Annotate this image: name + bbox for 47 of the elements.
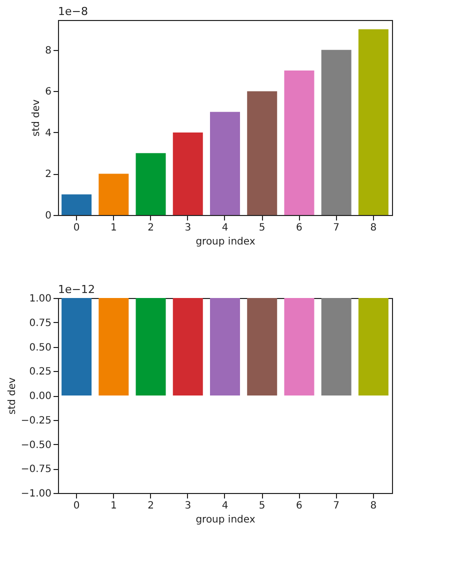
bar: [136, 153, 166, 215]
x-tick-label: 3: [184, 500, 192, 512]
x-tick-label: 2: [148, 222, 154, 234]
y-tick-label: 0.75: [29, 318, 52, 329]
y-tick-label: −0.75: [20, 464, 52, 476]
x-tick-label: 0: [73, 222, 80, 234]
y-tick-label: −0.25: [20, 415, 52, 426]
x-tick-label: 6: [296, 222, 302, 234]
x-tick-label: 1: [110, 500, 117, 512]
y-tick-label: 0.00: [29, 391, 52, 402]
bar: [358, 29, 388, 215]
y-tick-label: 1.00: [29, 294, 52, 304]
y-tick-label: 0.25: [29, 366, 52, 378]
text: 1e−12: [58, 283, 95, 296]
bar: [172, 132, 203, 215]
bar: [247, 91, 278, 215]
x-tick-label: 5: [258, 222, 266, 234]
x-tick-label: 1: [110, 222, 117, 234]
y-tick-label: 8: [45, 45, 52, 56]
x-axis-title: group index: [196, 236, 256, 248]
y-tick-label: −1.00: [20, 488, 52, 500]
x-tick-label: 4: [222, 500, 228, 512]
x-tick-label: 3: [184, 222, 192, 234]
x-axis-title: group index: [196, 514, 256, 526]
x-tick-label: 4: [222, 222, 228, 234]
y-axis-title: std dev: [6, 377, 18, 415]
y-tick-label: −0.50: [20, 440, 52, 451]
bar: [284, 70, 314, 215]
bar: [62, 194, 92, 215]
y-axis-title: std dev: [31, 99, 42, 137]
x-tick-label: 5: [258, 500, 266, 512]
y-tick-label: 4: [45, 128, 52, 139]
y-tick-label: 0.50: [29, 342, 52, 354]
x-tick-label: 6: [296, 500, 302, 512]
x-tick-label: 8: [370, 500, 377, 512]
text: 1e−8: [58, 5, 88, 18]
bar: [210, 112, 240, 215]
x-tick-label: 2: [148, 500, 154, 512]
bar: [321, 50, 352, 215]
y-tick-label: 6: [45, 86, 52, 98]
y-tick-label: 0: [45, 210, 52, 222]
x-tick-label: 7: [333, 222, 340, 234]
bar: [98, 174, 129, 215]
x-tick-label: 8: [370, 222, 377, 234]
x-tick-label: 0: [73, 500, 80, 512]
x-tick-label: 7: [333, 500, 340, 512]
y-tick-label: 2: [45, 169, 52, 180]
